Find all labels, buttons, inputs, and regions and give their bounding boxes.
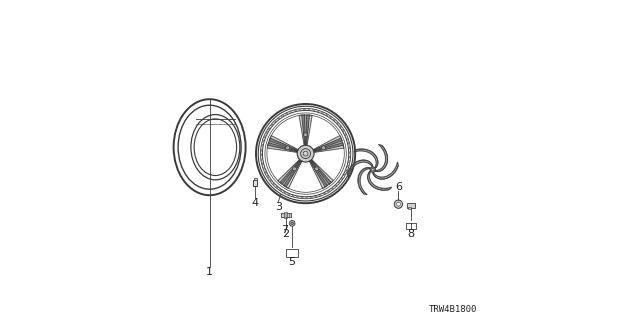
Polygon shape <box>268 139 298 152</box>
Polygon shape <box>310 159 333 184</box>
Text: 1: 1 <box>206 267 213 277</box>
Polygon shape <box>348 160 372 177</box>
Polygon shape <box>312 136 342 151</box>
Polygon shape <box>299 115 305 146</box>
Bar <box>281 213 291 217</box>
Polygon shape <box>358 168 370 195</box>
Bar <box>253 180 257 186</box>
Circle shape <box>289 220 295 226</box>
Polygon shape <box>354 149 378 168</box>
Circle shape <box>292 167 296 171</box>
Text: 8: 8 <box>408 229 415 239</box>
Circle shape <box>303 133 308 137</box>
Polygon shape <box>303 116 308 146</box>
Text: 5: 5 <box>289 257 296 267</box>
Bar <box>284 212 287 218</box>
Circle shape <box>303 151 308 156</box>
Bar <box>289 213 291 217</box>
Circle shape <box>285 146 290 150</box>
Bar <box>408 203 415 208</box>
Text: TRW4B1800: TRW4B1800 <box>428 305 477 314</box>
Circle shape <box>370 167 376 172</box>
Polygon shape <box>284 160 302 188</box>
Polygon shape <box>306 115 312 146</box>
Polygon shape <box>310 160 330 186</box>
Polygon shape <box>367 171 392 190</box>
Text: 4: 4 <box>252 198 259 208</box>
Ellipse shape <box>178 105 241 189</box>
Circle shape <box>267 115 344 192</box>
Bar <box>408 207 412 209</box>
Polygon shape <box>268 143 298 153</box>
Polygon shape <box>372 162 398 179</box>
Circle shape <box>291 222 293 225</box>
Circle shape <box>297 145 314 162</box>
Polygon shape <box>313 143 344 153</box>
Bar <box>406 223 416 229</box>
Text: 3: 3 <box>275 202 282 212</box>
Circle shape <box>396 202 401 206</box>
Polygon shape <box>269 136 299 151</box>
Bar <box>253 178 257 180</box>
Polygon shape <box>281 160 301 186</box>
Polygon shape <box>313 139 343 152</box>
Circle shape <box>301 148 310 158</box>
Text: 6: 6 <box>395 182 402 192</box>
Circle shape <box>315 167 319 171</box>
Polygon shape <box>309 160 328 188</box>
Ellipse shape <box>194 119 237 175</box>
Text: 2: 2 <box>282 229 289 239</box>
Polygon shape <box>376 144 388 172</box>
Circle shape <box>371 168 374 171</box>
Text: 7: 7 <box>281 225 288 236</box>
Bar <box>287 249 298 257</box>
Circle shape <box>394 200 403 208</box>
Circle shape <box>321 146 326 150</box>
Ellipse shape <box>191 115 240 180</box>
Polygon shape <box>278 159 301 184</box>
